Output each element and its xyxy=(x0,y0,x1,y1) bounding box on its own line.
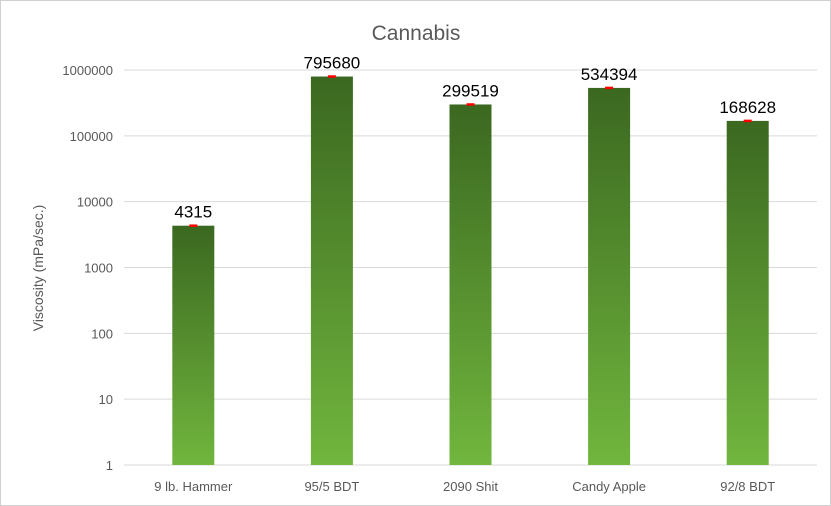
y-tick-label: 1 xyxy=(106,458,113,473)
data-label: 795680 xyxy=(304,54,361,73)
x-tick-label: 92/8 BDT xyxy=(720,479,775,494)
data-label: 168628 xyxy=(719,98,776,117)
chart-title: Cannabis xyxy=(372,22,461,45)
y-tick-label: 10000 xyxy=(77,195,113,210)
x-tick-label: Candy Apple xyxy=(572,479,646,494)
y-axis-label: Viscosity (mPa/sec.) xyxy=(30,205,46,332)
bar xyxy=(310,76,353,465)
x-tick-label: 95/5 BDT xyxy=(304,479,359,494)
bar xyxy=(172,225,215,465)
y-tick-label: 1000 xyxy=(84,261,113,276)
y-tick-label: 10 xyxy=(99,392,113,407)
bar xyxy=(726,120,769,465)
data-label: 299519 xyxy=(442,81,499,100)
y-tick-label: 100 xyxy=(91,326,113,341)
y-tick-label: 100000 xyxy=(70,129,113,144)
x-tick-label: 9 lb. Hammer xyxy=(154,479,233,494)
y-tick-label: 1000000 xyxy=(62,63,113,78)
bar xyxy=(588,87,631,466)
x-tick-label: 2090 Shit xyxy=(443,479,498,494)
bar xyxy=(449,104,492,466)
data-label: 4315 xyxy=(174,203,212,222)
data-label: 534394 xyxy=(581,65,638,84)
